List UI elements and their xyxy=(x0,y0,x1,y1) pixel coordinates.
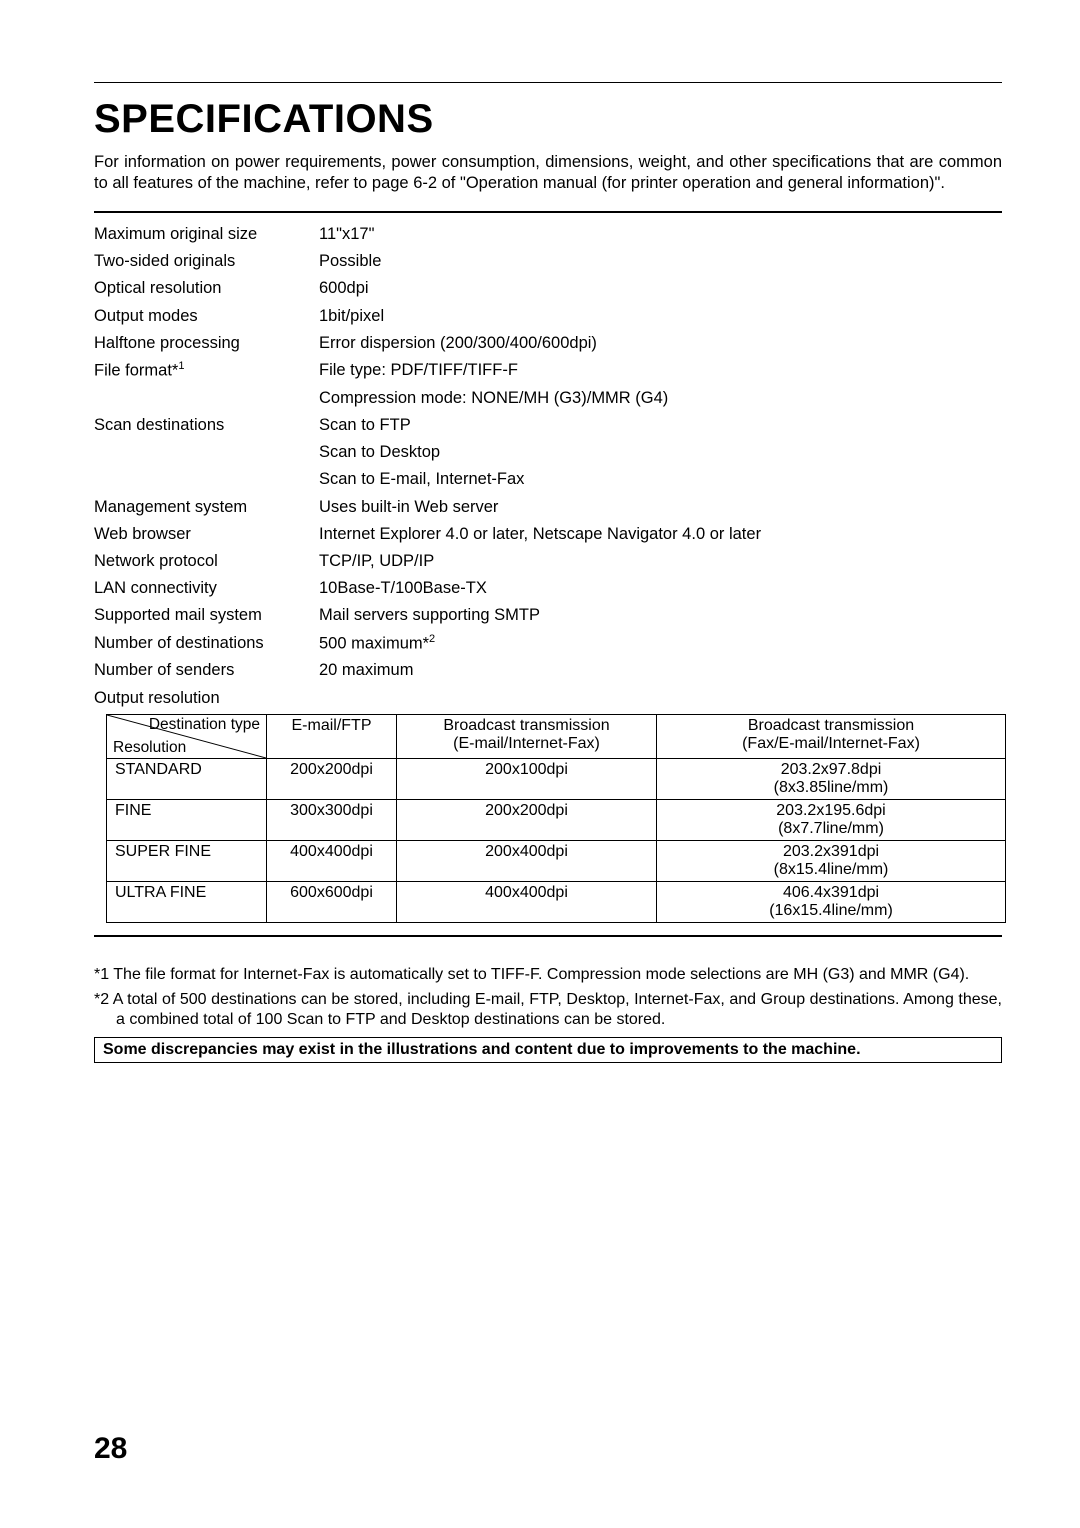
spec-row-output-res: Output resolution xyxy=(94,685,1002,712)
spec-row-output-modes: Output modes 1bit/pixel xyxy=(94,303,1002,330)
spec-value: 600dpi xyxy=(319,275,1002,302)
row-label: STANDARD xyxy=(107,758,267,799)
spec-value: 1bit/pixel xyxy=(319,303,1002,330)
spec-label xyxy=(94,439,319,466)
cell-bc2: 203.2x391dpi(8x15.4line/mm) xyxy=(657,840,1006,881)
spec-row-mail: Supported mail system Mail servers suppo… xyxy=(94,602,1002,629)
cell-email: 400x400dpi xyxy=(267,840,397,881)
cell-bc1: 200x400dpi xyxy=(397,840,657,881)
spec-label: Network protocol xyxy=(94,548,319,575)
table-header-row: Destination type Resolution E-mail/FTP B… xyxy=(107,714,1006,758)
spec-value: Error dispersion (200/300/400/600dpi) xyxy=(319,330,1002,357)
table-row: SUPER FINE 400x400dpi 200x400dpi 203.2x3… xyxy=(107,840,1006,881)
footnote-1: *1 The file format for Internet-Fax is a… xyxy=(116,965,1002,986)
spec-value: 20 maximum xyxy=(319,657,1002,684)
spec-value: Possible xyxy=(319,248,1002,275)
table-row: FINE 300x300dpi 200x200dpi 203.2x195.6dp… xyxy=(107,799,1006,840)
spec-row-halftone: Halftone processing Error dispersion (20… xyxy=(94,330,1002,357)
section-divider-bottom xyxy=(94,935,1002,937)
intro-paragraph: For information on power requirements, p… xyxy=(94,152,1002,195)
spec-label xyxy=(94,385,319,412)
spec-value: Compression mode: NONE/MH (G3)/MMR (G4) xyxy=(319,385,1002,412)
spec-value: TCP/IP, UDP/IP xyxy=(319,548,1002,575)
footnote-2: *2 A total of 500 destinations can be st… xyxy=(116,990,1002,1032)
row-label: ULTRA FINE xyxy=(107,881,267,922)
spec-row-max-size: Maximum original size 11"x17" xyxy=(94,221,1002,248)
table-row: STANDARD 200x200dpi 200x100dpi 203.2x97.… xyxy=(107,758,1006,799)
spec-label: Number of destinations xyxy=(94,630,319,658)
cell-email: 200x200dpi xyxy=(267,758,397,799)
table-header-diagonal: Destination type Resolution xyxy=(107,714,267,758)
row-label: FINE xyxy=(107,799,267,840)
header-resolution: Resolution xyxy=(113,739,186,757)
row-label: SUPER FINE xyxy=(107,840,267,881)
spec-label: Scan destinations xyxy=(94,412,319,439)
spec-label: Management system xyxy=(94,494,319,521)
table-row: ULTRA FINE 600x600dpi 400x400dpi 406.4x3… xyxy=(107,881,1006,922)
spec-value: Uses built-in Web server xyxy=(319,494,1002,521)
spec-value: 500 maximum*2 xyxy=(319,630,1002,658)
spec-label: Web browser xyxy=(94,521,319,548)
spec-value: Scan to Desktop xyxy=(319,439,1002,466)
notice-box: Some discrepancies may exist in the illu… xyxy=(94,1037,1002,1063)
spec-label: File format*1 xyxy=(94,357,319,385)
spec-label: Output resolution xyxy=(94,685,319,712)
spec-value: Scan to FTP xyxy=(319,412,1002,439)
spec-label: Number of senders xyxy=(94,657,319,684)
spec-label xyxy=(94,466,319,493)
spec-row-num-dest: Number of destinations 500 maximum*2 xyxy=(94,630,1002,658)
resolution-table: Destination type Resolution E-mail/FTP B… xyxy=(106,714,1006,923)
section-divider-top xyxy=(94,211,1002,213)
spec-row-protocol: Network protocol TCP/IP, UDP/IP xyxy=(94,548,1002,575)
spec-value: Internet Explorer 4.0 or later, Netscape… xyxy=(319,521,1002,548)
spec-value: File type: PDF/TIFF/TIFF-F xyxy=(319,357,1002,385)
spec-row-file-format: File format*1 File type: PDF/TIFF/TIFF-F xyxy=(94,357,1002,385)
cell-bc2: 203.2x97.8dpi(8x3.85line/mm) xyxy=(657,758,1006,799)
cell-email: 600x600dpi xyxy=(267,881,397,922)
header-destination-type: Destination type xyxy=(149,716,260,734)
spec-label: LAN connectivity xyxy=(94,575,319,602)
spec-row-mgmt: Management system Uses built-in Web serv… xyxy=(94,494,1002,521)
cell-bc2: 406.4x391dpi(16x15.4line/mm) xyxy=(657,881,1006,922)
cell-bc1: 200x200dpi xyxy=(397,799,657,840)
spec-row-scan-dest: Scan destinations Scan to FTP xyxy=(94,412,1002,439)
cell-email: 300x300dpi xyxy=(267,799,397,840)
table-header-email: E-mail/FTP xyxy=(267,714,397,758)
page-title: SPECIFICATIONS xyxy=(94,97,1002,142)
spec-value: 10Base-T/100Base-TX xyxy=(319,575,1002,602)
spec-row-file-format-2: Compression mode: NONE/MH (G3)/MMR (G4) xyxy=(94,385,1002,412)
spec-row-lan: LAN connectivity 10Base-T/100Base-TX xyxy=(94,575,1002,602)
spec-label: Maximum original size xyxy=(94,221,319,248)
spec-label: Supported mail system xyxy=(94,602,319,629)
spec-label: Halftone processing xyxy=(94,330,319,357)
spec-row-optical-res: Optical resolution 600dpi xyxy=(94,275,1002,302)
table-header-bc2: Broadcast transmission(Fax/E-mail/Intern… xyxy=(657,714,1006,758)
table-header-bc1: Broadcast transmission(E-mail/Internet-F… xyxy=(397,714,657,758)
spec-row-scan-dest-2: Scan to Desktop xyxy=(94,439,1002,466)
cell-bc1: 400x400dpi xyxy=(397,881,657,922)
cell-bc1: 200x100dpi xyxy=(397,758,657,799)
spec-value: Scan to E-mail, Internet-Fax xyxy=(319,466,1002,493)
spec-label: Output modes xyxy=(94,303,319,330)
spec-row-num-senders: Number of senders 20 maximum xyxy=(94,657,1002,684)
spec-label: Optical resolution xyxy=(94,275,319,302)
spec-label: Two-sided originals xyxy=(94,248,319,275)
spec-row-two-sided: Two-sided originals Possible xyxy=(94,248,1002,275)
cell-bc2: 203.2x195.6dpi(8x7.7line/mm) xyxy=(657,799,1006,840)
spec-value: Mail servers supporting SMTP xyxy=(319,602,1002,629)
page-number: 28 xyxy=(94,1432,127,1466)
spec-value: 11"x17" xyxy=(319,221,1002,248)
top-rule xyxy=(94,82,1002,83)
spec-row-scan-dest-3: Scan to E-mail, Internet-Fax xyxy=(94,466,1002,493)
spec-row-browser: Web browser Internet Explorer 4.0 or lat… xyxy=(94,521,1002,548)
